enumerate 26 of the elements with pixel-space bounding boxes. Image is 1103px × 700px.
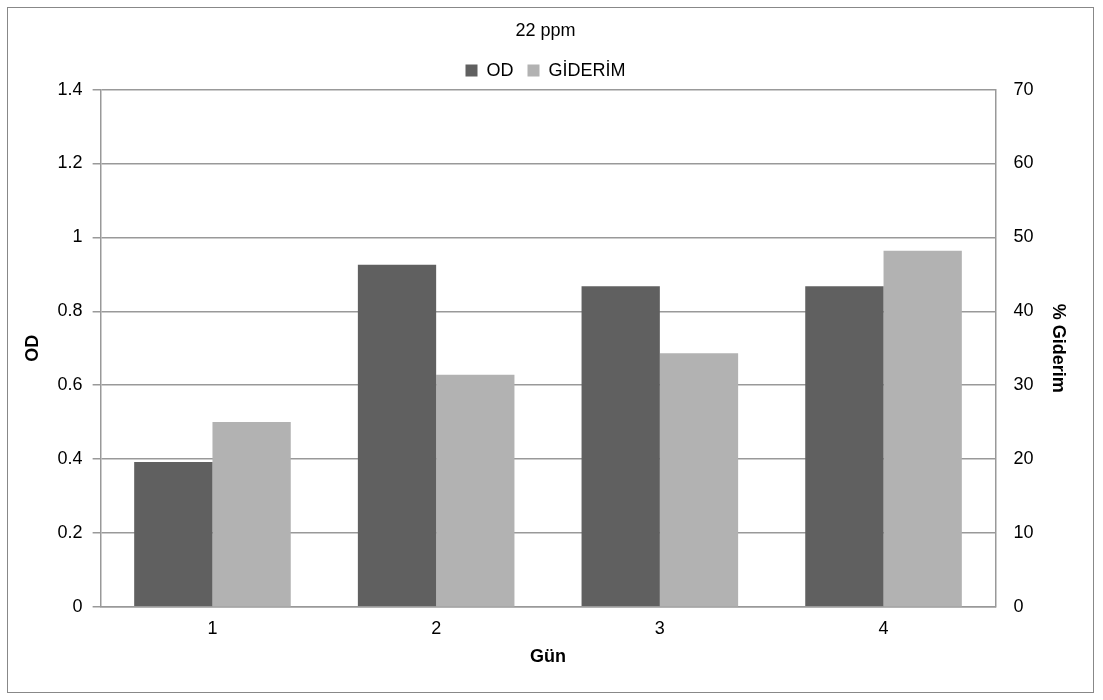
y2-tick-label: 50 <box>1013 226 1034 247</box>
y2-tick-label: 10 <box>1013 521 1034 542</box>
x-axis-title: Gün <box>530 646 566 667</box>
legend-label: GİDERİM <box>548 59 626 80</box>
x-tick-label: 2 <box>431 617 442 638</box>
y2-tick-label: 20 <box>1013 448 1034 468</box>
x-tick-label: 1 <box>207 617 218 638</box>
x-tick-label: 3 <box>654 617 665 638</box>
y2-tick-label: 60 <box>1013 152 1034 173</box>
y-tick-label: 0.2 <box>57 521 83 542</box>
x-tick-label: 4 <box>878 617 889 638</box>
y-tick-label: 1 <box>72 226 83 247</box>
y-tick-label: 0 <box>72 595 83 616</box>
y2-axis-title: % Giderim <box>1049 303 1070 393</box>
y-tick-label: 1.4 <box>57 78 83 99</box>
y-tick-label: 1.2 <box>57 152 83 173</box>
y-axis-title: OD <box>21 334 42 362</box>
y-tick-label: 0.4 <box>57 448 83 468</box>
legend-label: OD <box>486 59 514 80</box>
y-tick-label: 0.8 <box>57 300 83 321</box>
y2-tick-label: 40 <box>1013 300 1034 321</box>
y2-tick-label: 70 <box>1013 78 1034 99</box>
legend-title: 22 ppm <box>515 19 576 40</box>
y2-tick-label: 30 <box>1013 374 1034 395</box>
y-tick-label: 0.6 <box>57 374 83 395</box>
y2-tick-label: 0 <box>1013 595 1024 616</box>
